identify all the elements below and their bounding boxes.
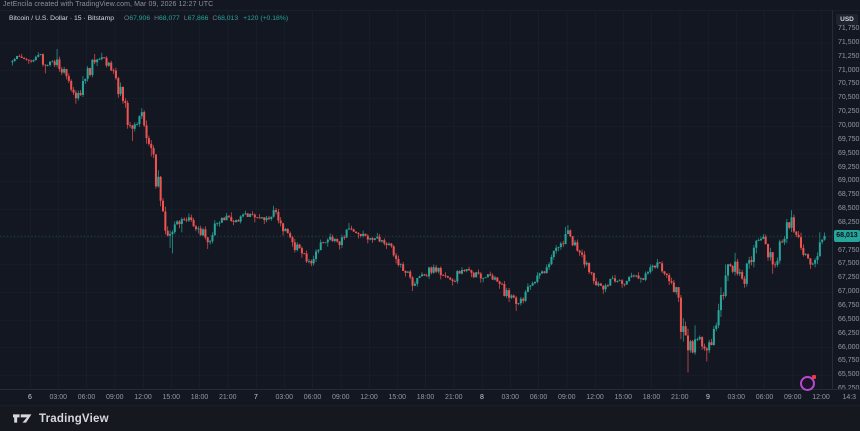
last-price-badge: 68,013 xyxy=(834,230,860,243)
time-tick-label: 09:00 xyxy=(331,394,350,401)
change-value: +120 (+0.18%) xyxy=(243,15,289,22)
time-tick-label: 03:00 xyxy=(275,394,294,401)
open-value: 67,906 xyxy=(129,15,151,22)
time-tick-label: 06:00 xyxy=(755,394,774,401)
price-tick-label: 71,500 xyxy=(838,38,860,46)
close-label: C xyxy=(212,15,218,22)
price-tick-label: 70,000 xyxy=(838,121,860,129)
time-tick-label: 03:00 xyxy=(727,394,746,401)
time-tick-day-label: 8 xyxy=(480,394,484,401)
price-tick-label: 68,500 xyxy=(838,205,860,213)
low-label: L xyxy=(183,15,188,22)
price-tick-label: 66,250 xyxy=(838,329,860,337)
time-tick-label: 15:00 xyxy=(614,394,633,401)
time-axis[interactable]: 6 03:00 06:00 09:00 12:00 15:00 18:00 21:00 7 03:… xyxy=(0,389,860,406)
price-tick-label: 70,500 xyxy=(838,94,860,102)
high-label: H xyxy=(154,15,160,22)
high-value: 68,077 xyxy=(159,15,180,22)
time-tick-label: 12:00 xyxy=(812,394,830,401)
low-value: 67,866 xyxy=(187,15,209,22)
time-tick-label: 15:00 xyxy=(162,394,181,401)
price-tick-label: 69,000 xyxy=(838,177,860,185)
close-value: 68,013 xyxy=(217,15,239,22)
time-tick-label: 18:00 xyxy=(416,394,435,401)
price-tick-label: 67,000 xyxy=(838,288,860,296)
tradingview-logo-icon[interactable] xyxy=(13,412,32,425)
price-tick-label: 66,500 xyxy=(838,315,860,323)
price-tick-label: 71,750 xyxy=(838,25,860,32)
price-tick-label: 68,750 xyxy=(838,191,860,199)
time-tick-label: 12:00 xyxy=(134,394,152,401)
time-tick-label: 14:3 xyxy=(842,394,857,401)
attribution-text: JetEncila created with TradingView.com, … xyxy=(3,1,214,8)
time-tick-label: 03:00 xyxy=(49,394,68,401)
footer-bar: TradingView xyxy=(0,405,860,431)
price-tick-label: 69,250 xyxy=(838,163,860,171)
time-tick-label: 21:00 xyxy=(444,394,463,401)
time-tick-label: 06:00 xyxy=(77,394,96,401)
time-tick-label: 09:00 xyxy=(783,394,802,401)
price-tick-label: 67,500 xyxy=(838,260,860,268)
time-tick-label: 09:00 xyxy=(557,394,576,401)
time-tick-label: 18:00 xyxy=(190,394,209,401)
price-tick-label: 67,750 xyxy=(838,246,860,254)
price-tick-label: 65,750 xyxy=(838,357,860,365)
price-tick-label: 70,250 xyxy=(838,108,860,116)
notification-dot-icon xyxy=(812,375,816,379)
time-tick-day-label: 7 xyxy=(254,394,258,401)
price-axis[interactable]: USD 68,013 71,750 71,500 71,250 71,000 70,75… xyxy=(832,10,860,390)
time-tick-label: 06:00 xyxy=(529,394,548,401)
time-tick-label: 12:00 xyxy=(586,394,604,401)
price-tick-label: 69,500 xyxy=(838,149,860,157)
price-tick-label: 65,500 xyxy=(838,371,860,379)
price-tick-label: 67,250 xyxy=(838,274,860,282)
time-tick-day-label: 6 xyxy=(28,394,32,401)
time-tick-label: 12:00 xyxy=(360,394,378,401)
symbol-title[interactable]: Bitcoin / U.S. Dollar · 15 · Bitstamp xyxy=(9,15,115,22)
price-tick-label: 71,250 xyxy=(838,52,860,60)
time-tick-label: 21:00 xyxy=(218,394,237,401)
candlestick-canvas[interactable] xyxy=(0,11,832,390)
time-tick-day-label: 9 xyxy=(706,394,710,401)
price-tick-label: 66,750 xyxy=(838,302,860,309)
time-tick-label: 03:00 xyxy=(501,394,520,401)
price-tick-label: 68,250 xyxy=(838,218,860,226)
time-tick-label: 18:00 xyxy=(642,394,661,401)
sticker-icon[interactable] xyxy=(800,375,816,391)
price-tick-label: 65,250 xyxy=(838,385,860,390)
time-tick-label: 06:00 xyxy=(303,394,322,401)
open-label: O xyxy=(124,15,130,22)
price-tick-label: 71,000 xyxy=(838,66,860,74)
time-tick-label: 15:00 xyxy=(388,394,407,401)
time-tick-label: 21:00 xyxy=(670,394,689,401)
currency-badge: USD xyxy=(836,14,858,25)
time-tick-label: 09:00 xyxy=(105,394,124,401)
price-tick-label: 70,750 xyxy=(838,80,860,88)
price-tick-label: 69,750 xyxy=(838,135,860,143)
tradingview-wordmark[interactable]: TradingView xyxy=(39,412,109,425)
price-tick-label: 66,000 xyxy=(838,343,860,351)
